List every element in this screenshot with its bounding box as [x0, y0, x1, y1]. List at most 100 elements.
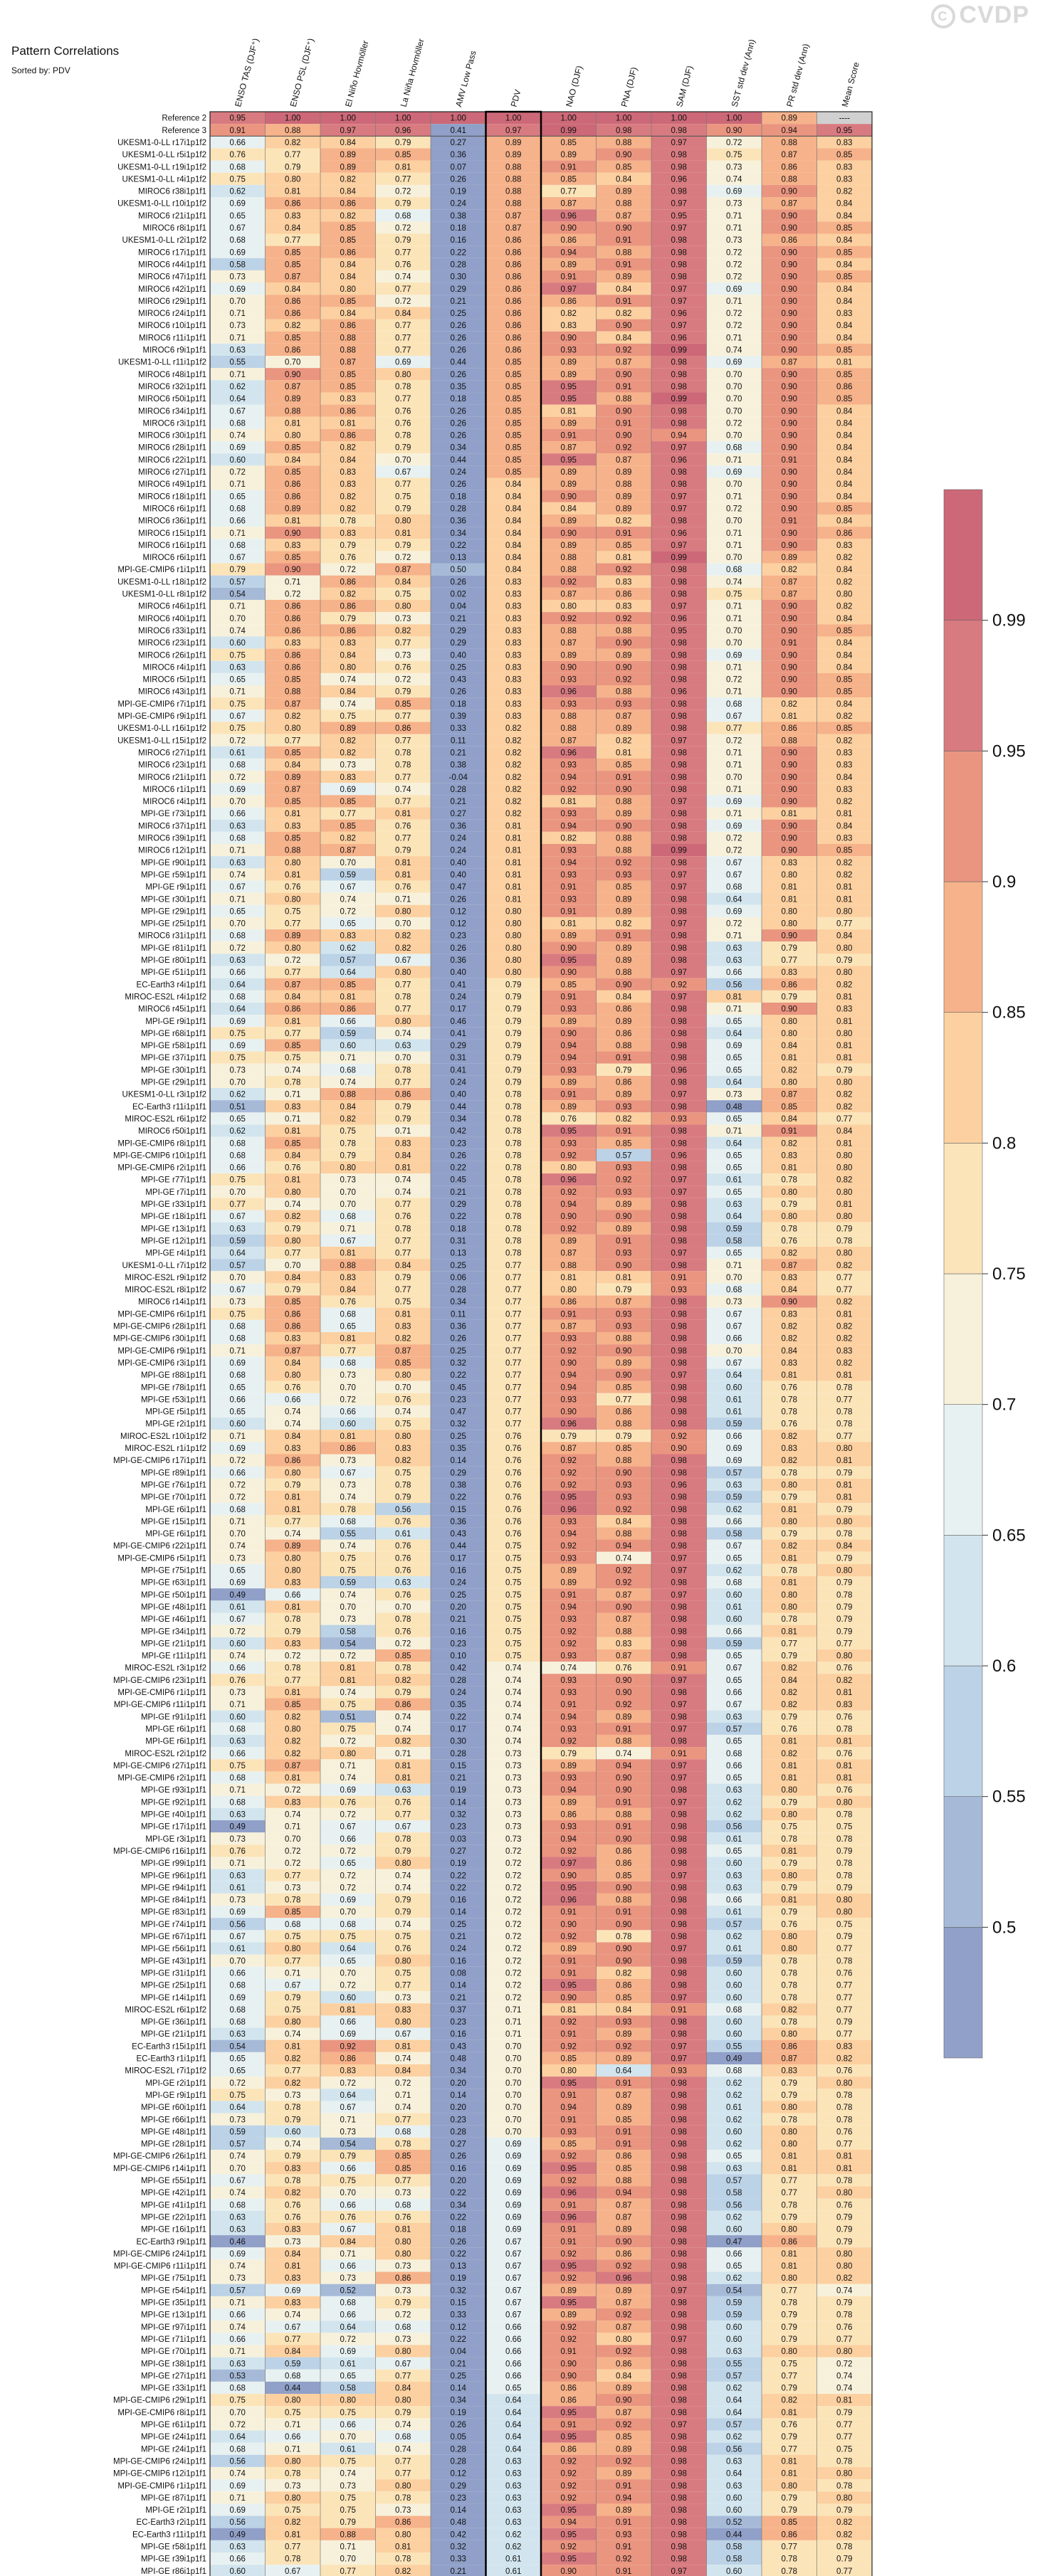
heatmap-cell: [762, 148, 817, 161]
heatmap-cell: [485, 453, 541, 466]
cell-value: 0.90: [561, 1030, 577, 1038]
cell-value: 0.84: [836, 212, 853, 221]
cell-value: 0.97: [671, 1725, 687, 1733]
cell-value: 0.84: [340, 273, 357, 282]
cell-value: 0.80: [285, 895, 300, 904]
cell-value: 0.93: [561, 1395, 577, 1404]
cell-value: 0.66: [230, 1469, 246, 1477]
heatmap-cell: [210, 233, 266, 246]
cell-value: 0.90: [782, 676, 797, 685]
heatmap-cell: [375, 343, 431, 356]
cell-value: 0.85: [836, 627, 852, 635]
cell-value: 0.81: [505, 883, 521, 892]
cell-value: 0.80: [836, 2189, 852, 2197]
cell-value: 0.85: [340, 798, 356, 806]
cell-value: 0.75: [505, 1579, 521, 1588]
cell-value: 0.71: [726, 297, 742, 306]
cell-value: 0.69: [505, 2213, 521, 2222]
cell-value: 0.80: [836, 1798, 852, 1807]
cell-value: 0.81: [782, 2165, 797, 2173]
cell-value: 0.86: [616, 1982, 631, 1990]
cell-value: 0.66: [230, 810, 246, 818]
heatmap-cell: [816, 258, 872, 270]
cell-value: 0.90: [285, 566, 300, 574]
heatmap-cell: [651, 258, 707, 270]
cell-value: 0.82: [505, 774, 521, 782]
cell-value: 0.84: [836, 334, 853, 342]
cell-value: 0.72: [340, 1982, 356, 1990]
cell-value: 0.82: [340, 212, 356, 221]
heatmap-cell: [265, 502, 320, 514]
heatmap-cell: [541, 233, 597, 246]
heatmap-cell: [265, 392, 320, 405]
cell-value: 0.82: [285, 712, 300, 721]
cell-value: 0.82: [505, 761, 521, 770]
cell-value: 0.82: [395, 627, 411, 635]
cell-value: 0.98: [671, 1615, 687, 1624]
heatmap-cell: [265, 563, 320, 576]
cell-value: 0.88: [340, 334, 356, 342]
cell-value: 0.36: [451, 517, 466, 526]
cell-value: 0.77: [395, 639, 411, 648]
cell-value: 0.74: [285, 1066, 301, 1075]
cell-value: 0.72: [726, 505, 742, 513]
cell-value: 0.92: [561, 1933, 577, 1941]
cell-value: 0.81: [782, 2153, 797, 2161]
cell-value: 0.97: [671, 993, 687, 1001]
cell-value: 0.83: [505, 591, 521, 599]
cell-value: 0.93: [561, 2128, 577, 2136]
cell-value: 0.64: [340, 2091, 357, 2100]
cell-value: 0.81: [782, 1738, 797, 1746]
cell-value: 0.87: [395, 566, 411, 574]
heatmap-cell: [485, 404, 541, 417]
cell-value: 0.57: [726, 2177, 742, 2185]
cell-value: 0.42: [451, 1664, 466, 1673]
cell-value: 0.74: [726, 175, 742, 184]
cell-value: 0.86: [782, 2238, 797, 2247]
cell-value: 0.72: [340, 1652, 356, 1661]
heatmap-cell: [816, 477, 872, 490]
cell-value: 0.83: [285, 212, 300, 221]
heatmap-cell: [320, 197, 376, 210]
heatmap-cell: [431, 295, 486, 307]
cell-value: 0.69: [230, 1445, 246, 1453]
cell-value: 0.85: [561, 2055, 577, 2064]
cell-value: 0.75: [782, 1823, 797, 1832]
row-label: MPI-GE r29i1p1f1: [141, 907, 206, 916]
cell-value: 0.98: [671, 1103, 687, 1112]
cell-value: 0.90: [561, 334, 577, 342]
cell-value: 0.80: [285, 1567, 300, 1575]
cell-value: 0.77: [836, 2421, 852, 2429]
cell-value: 0.80: [836, 968, 852, 977]
row-label: MIROC6 r32i1p1f1: [138, 383, 206, 391]
cell-value: 0.86: [616, 1847, 631, 1856]
heatmap-cell: [596, 160, 651, 173]
heatmap-cell: [210, 319, 266, 332]
cell-value: 0.78: [782, 1176, 797, 1185]
cell-value: 0.62: [726, 2140, 742, 2149]
cell-value: 0.23: [451, 1823, 466, 1832]
row-label: MIROC-ES2L r4i1p1f2: [125, 993, 206, 1001]
cell-value: 0.80: [782, 2482, 797, 2491]
cell-value: 0.62: [230, 188, 246, 196]
row-label: MPI-GE-CMIP6 r9i1p1f1: [117, 712, 206, 721]
cell-value: 0.74: [285, 2030, 301, 2039]
cell-value: 0.82: [836, 1323, 852, 1331]
cell-value: 0.81: [285, 419, 300, 428]
heatmap-cell: [431, 368, 486, 381]
cell-value: 0.79: [782, 1884, 797, 1892]
cell-value: 0.90: [616, 1835, 631, 1844]
cell-value: 0.98: [671, 700, 687, 709]
cell-value: 0.65: [230, 2067, 246, 2076]
heatmap-cell: [762, 172, 817, 185]
cell-value: 0.84: [836, 932, 853, 941]
cell-value: 0.56: [726, 2201, 742, 2210]
cell-value: 0.69: [505, 2140, 521, 2149]
cell-value: 0.79: [395, 200, 411, 208]
cell-value: 0.98: [671, 127, 687, 135]
cell-value: 0.85: [395, 2165, 411, 2173]
cell-value: 0.60: [230, 1713, 246, 1721]
cell-value: 0.90: [616, 1957, 631, 1965]
cell-value: 0.74: [230, 871, 246, 880]
heatmap-cell: [816, 112, 872, 125]
